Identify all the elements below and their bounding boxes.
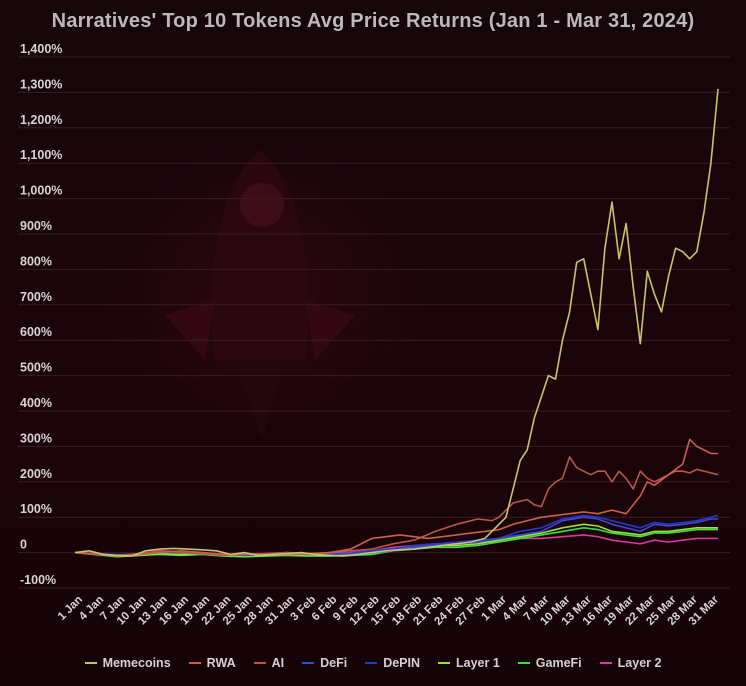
legend-item[interactable]: RWA xyxy=(188,656,236,670)
legend-swatch xyxy=(517,662,530,664)
legend-label: Layer 2 xyxy=(617,656,662,670)
legend-swatch xyxy=(253,662,266,664)
legend-label: Layer 1 xyxy=(456,656,500,670)
y-tick-label: 200% xyxy=(20,467,52,481)
y-tick-label: 800% xyxy=(20,254,52,268)
legend-swatch xyxy=(599,662,612,664)
y-tick-label: -100% xyxy=(20,573,56,587)
y-tick-label: 600% xyxy=(20,325,52,339)
y-axis: 1,400% 1,300% 1,200% 1,100% 1,000% 900% 800% 70… xyxy=(20,42,62,587)
legend-label: Memecoins xyxy=(102,656,171,670)
legend-label: AI xyxy=(271,656,285,670)
legend-item[interactable]: Memecoins xyxy=(84,656,171,670)
y-tick-label: 700% xyxy=(20,290,52,304)
legend-item[interactable]: Layer 2 xyxy=(599,656,662,670)
legend-swatch xyxy=(438,662,451,664)
legend-item[interactable]: Layer 1 xyxy=(438,656,500,670)
y-tick-label: 1,300% xyxy=(20,77,62,91)
y-tick-label: 0 xyxy=(20,538,27,552)
y-tick-label: 1,400% xyxy=(20,42,62,56)
legend-swatch xyxy=(84,662,97,664)
legend-item[interactable]: GameFi xyxy=(517,656,582,670)
y-tick-label: 1,200% xyxy=(20,113,62,127)
rocket-watermark-icon xyxy=(105,140,425,440)
legend-label: DeFi xyxy=(320,656,348,670)
grid-lines xyxy=(18,56,730,589)
legend-item[interactable]: AI xyxy=(253,656,285,670)
legend-item[interactable]: DePIN xyxy=(365,656,420,670)
series-line-rwa xyxy=(74,438,718,557)
chart-title: Narratives' Top 10 Tokens Avg Price Retu… xyxy=(51,10,695,32)
legend-label: GameFi xyxy=(535,656,582,670)
y-tick-label: 1,100% xyxy=(20,148,62,162)
legend-label: RWA xyxy=(206,656,236,670)
legend-swatch xyxy=(188,662,201,664)
y-tick-label: 400% xyxy=(20,396,52,410)
legend: Memecoins RWA AI DeFi DePIN Layer 1 GameFi Laye… xyxy=(0,656,746,670)
legend-swatch xyxy=(302,662,315,664)
legend-swatch xyxy=(365,662,378,664)
y-tick-label: 100% xyxy=(20,502,52,516)
y-tick-label: 300% xyxy=(20,431,52,445)
y-tick-label: 900% xyxy=(20,219,52,233)
legend-item[interactable]: DeFi xyxy=(302,656,347,670)
series-line-memecoins xyxy=(74,88,719,557)
y-tick-label: 500% xyxy=(20,361,52,375)
legend-label: DePIN xyxy=(383,656,421,670)
series-lines xyxy=(74,88,719,558)
y-tick-label: 1,000% xyxy=(20,184,62,198)
